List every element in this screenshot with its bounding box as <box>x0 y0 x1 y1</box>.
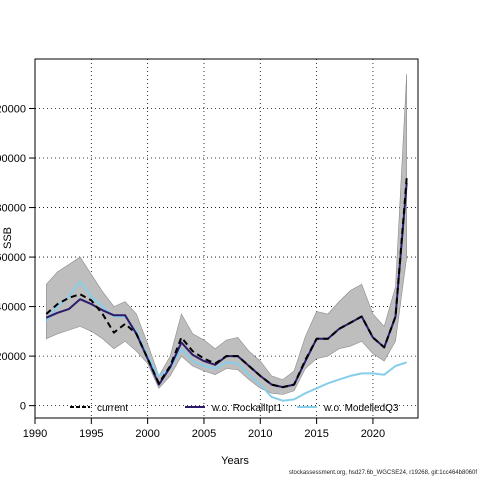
series-line-2 <box>45 280 408 402</box>
x-axis: 1990 1995 2000 2005 2010 2015 2020 <box>23 418 385 440</box>
y-tick-label-0: 0 <box>20 401 26 413</box>
y-axis-title: SSB <box>2 227 14 249</box>
y-tick-label-5: 100000 <box>0 153 26 165</box>
x-tick-label-3: 2005 <box>192 428 216 440</box>
footer-source-text: stockassessment.org, hsd27.6b_WGCSE24, r… <box>288 470 477 476</box>
y-tick-label-2: 40000 <box>0 302 26 314</box>
legend-label-0: current <box>97 403 128 414</box>
y-tick-label-3: 60000 <box>0 252 26 264</box>
x-tick-label-0: 1990 <box>23 428 47 440</box>
x-tick-label-1: 1995 <box>79 428 103 440</box>
series-line-0 <box>45 177 408 389</box>
y-tick-label-4: 80000 <box>0 203 26 215</box>
x-tick-label-5: 2015 <box>304 428 328 440</box>
x-tick-label-6: 2020 <box>361 428 385 440</box>
x-tick-label-4: 2010 <box>248 428 272 440</box>
y-tick-label-6: 120000 <box>0 104 26 116</box>
plot-frame <box>34 58 419 419</box>
legend-label-1: w.o. RockallIpt1 <box>211 403 282 414</box>
x-tick-label-2: 2000 <box>135 428 159 440</box>
legend-label-2: w.o. ModelledQ3 <box>323 403 399 414</box>
band-area <box>46 73 407 395</box>
x-axis-title: Years <box>221 455 249 467</box>
legend: current w.o. RockallIpt1 w.o. ModelledQ3 <box>70 403 399 414</box>
confidence-band <box>46 73 407 395</box>
series-lines <box>45 177 408 402</box>
